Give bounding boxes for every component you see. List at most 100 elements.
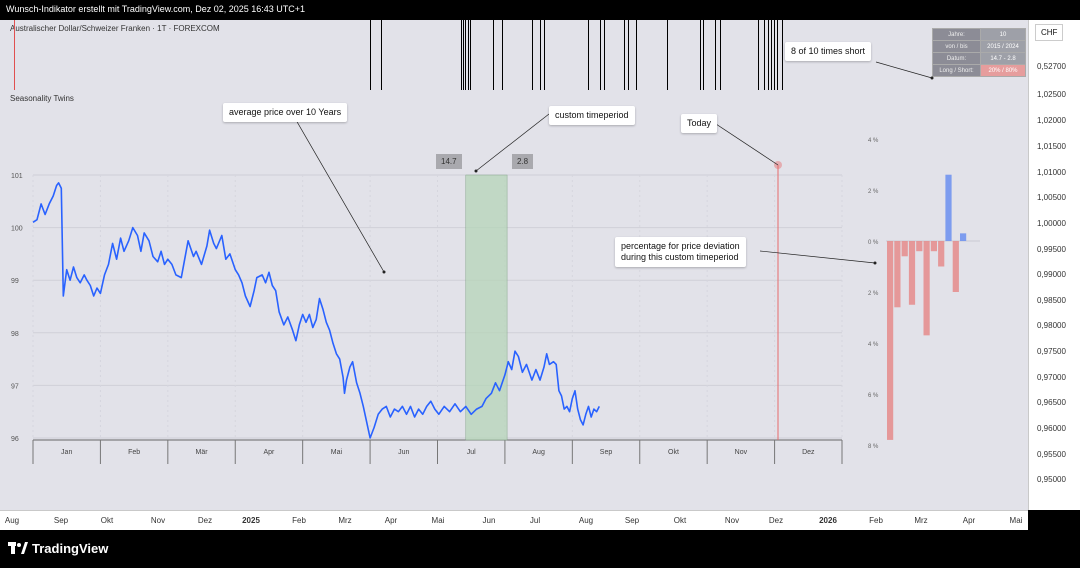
- time-label: Sep: [624, 516, 640, 525]
- time-label: Mrz: [338, 516, 352, 525]
- time-label: Mrz: [914, 516, 928, 525]
- barcode-mark: [544, 20, 545, 90]
- bar-tick-label: 6 %: [868, 393, 879, 399]
- price-label: 1,02500: [1037, 90, 1066, 99]
- annotation-dot: [382, 270, 386, 274]
- month-label: Okt: [668, 449, 679, 456]
- price-line: [32, 182, 601, 439]
- time-label: Jul: [529, 516, 541, 525]
- price-label: 0,96500: [1037, 398, 1066, 407]
- price-label: 0,99000: [1037, 270, 1066, 279]
- time-label: Mai: [431, 516, 445, 525]
- stats-value: 20% / 80%: [980, 64, 1026, 77]
- barcode-mark: [667, 20, 668, 90]
- time-label: Feb: [869, 516, 883, 525]
- price-axis[interactable]: CHF 0,52700 1,02500 1,02000 1,01500 1,01000 1…: [1028, 20, 1080, 510]
- price-label: 1,01000: [1037, 168, 1066, 177]
- barcode-mark: [502, 20, 503, 90]
- time-label: Apr: [962, 516, 976, 525]
- deviation-bar: [887, 241, 894, 440]
- y-tick-label: 98: [11, 331, 19, 338]
- stats-label: von / bis: [932, 40, 981, 53]
- price-label: 1,00000: [1037, 219, 1066, 228]
- bar-tick-label: 8 %: [868, 444, 879, 450]
- barcode-mark: [636, 20, 637, 90]
- time-label: Dez: [768, 516, 784, 525]
- price-label: 0,97000: [1037, 373, 1066, 382]
- barcode-mark: [782, 20, 783, 90]
- symbol-title: Australischer Dollar/Schweizer Franken ·…: [10, 24, 220, 33]
- month-label: Jun: [398, 449, 409, 456]
- annotation-connector: [295, 119, 385, 273]
- annotation-dot: [474, 169, 478, 173]
- annotation-dot: [873, 261, 877, 265]
- deviation-line-1: percentage for price deviation: [621, 241, 740, 251]
- time-label: Nov: [150, 516, 166, 525]
- time-label: 2026: [819, 516, 837, 525]
- barcode-mark: [381, 20, 382, 90]
- month-label: Aug: [532, 449, 545, 456]
- deviation-bar: [952, 241, 959, 292]
- custom-period-highlight: [465, 174, 508, 441]
- deviation-bar: [908, 241, 916, 305]
- bar-tick-label: 4 %: [868, 342, 879, 348]
- seasonality-chart[interactable]: 96 97 98 99 100 101 Jan Feb Mär Apr Mai Jun Jul Aug Se…: [0, 20, 1028, 510]
- deviation-line-2: during this custom timeperiod: [621, 252, 739, 262]
- chart-area[interactable]: Australischer Dollar/Schweizer Franken ·…: [0, 20, 1028, 510]
- time-label: Apr: [384, 516, 398, 525]
- y-tick-label: 96: [11, 436, 19, 443]
- annotation-connector: [715, 123, 779, 166]
- time-label: Feb: [292, 516, 306, 525]
- deviation-bar: [894, 241, 901, 308]
- session-marker: [14, 20, 15, 90]
- month-label: Apr: [264, 449, 276, 456]
- header-title: Wunsch-Indikator erstellt mit TradingVie…: [6, 4, 306, 14]
- times-short-callout: 8 of 10 times short: [785, 42, 872, 61]
- deviation-bar: [901, 241, 908, 257]
- deviation-bar: [945, 174, 952, 241]
- time-label: Aug: [578, 516, 594, 525]
- stats-value: 2015 / 2024: [980, 40, 1026, 53]
- barcode-mark: [461, 20, 462, 90]
- price-label: 0,96000: [1037, 424, 1066, 433]
- y-tick-label: 101: [11, 173, 23, 180]
- brand-name: TradingView: [32, 541, 109, 556]
- month-label: Mär: [196, 449, 209, 456]
- price-label: 0,97500: [1037, 347, 1066, 356]
- bar-tick-label: 2 %: [868, 189, 879, 195]
- time-label: Okt: [100, 516, 114, 525]
- bar-tick-label: 2 %: [868, 291, 879, 297]
- stats-row: Long / Short: 20% / 80%: [932, 64, 1026, 77]
- stats-table: Jahre: 10 von / bis 2015 / 2024 Datum: 1…: [932, 28, 1026, 77]
- top-bar: Wunsch-Indikator erstellt mit TradingVie…: [0, 0, 1080, 20]
- barcode-mark: [540, 20, 541, 90]
- time-label: Okt: [673, 516, 687, 525]
- barcode-mark: [600, 20, 601, 90]
- barcode-mark: [771, 20, 772, 90]
- tradingview-logo[interactable]: TradingView: [8, 541, 108, 556]
- time-label: Dez: [197, 516, 213, 525]
- month-label: Dez: [802, 449, 815, 456]
- time-label: Aug: [4, 516, 20, 525]
- month-label: Nov: [735, 449, 748, 456]
- barcode-mark: [777, 20, 778, 90]
- barcode-mark: [604, 20, 605, 90]
- month-label: Feb: [128, 449, 140, 456]
- barcode-mark: [758, 20, 759, 90]
- tradingview-logo-icon: [8, 541, 28, 556]
- y-tick-label: 100: [11, 226, 23, 233]
- time-axis[interactable]: Aug Sep Okt Nov Dez 2025 Feb Mrz Apr Mai Jun Jul Aug…: [0, 510, 1028, 530]
- indicator-title: Seasonality Twins: [10, 94, 74, 103]
- price-label: 0,98000: [1037, 321, 1066, 330]
- stats-value: 14.7 - 2.8: [980, 52, 1026, 65]
- stats-row: von / bis 2015 / 2024: [932, 40, 1026, 53]
- annotation-connector: [759, 250, 876, 264]
- today-callout: Today: [681, 114, 718, 133]
- month-label: Mai: [331, 449, 343, 456]
- time-label: Jun: [482, 516, 496, 525]
- price-label: 0,52700: [1037, 62, 1066, 71]
- start-date-tag: 14.7: [436, 154, 462, 169]
- month-label: Jan: [61, 449, 72, 456]
- barcode-mark: [468, 20, 469, 90]
- time-label: Nov: [724, 516, 740, 525]
